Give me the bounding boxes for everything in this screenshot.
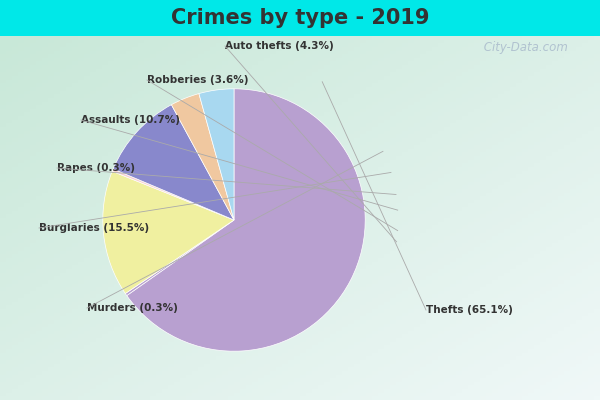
Text: Assaults (10.7%): Assaults (10.7%)	[81, 115, 180, 125]
Wedge shape	[113, 105, 234, 220]
Text: City-Data.com: City-Data.com	[480, 42, 568, 54]
Text: Crimes by type - 2019: Crimes by type - 2019	[171, 8, 429, 28]
Text: Rapes (0.3%): Rapes (0.3%)	[57, 163, 135, 173]
Text: Thefts (65.1%): Thefts (65.1%)	[426, 305, 513, 315]
Wedge shape	[199, 89, 234, 220]
Text: Burglaries (15.5%): Burglaries (15.5%)	[39, 223, 149, 233]
Text: Robberies (3.6%): Robberies (3.6%)	[147, 75, 248, 85]
Text: Murders (0.3%): Murders (0.3%)	[87, 303, 178, 313]
Wedge shape	[125, 220, 234, 296]
Wedge shape	[112, 169, 234, 220]
Wedge shape	[127, 89, 365, 351]
Wedge shape	[103, 171, 234, 294]
Text: Auto thefts (4.3%): Auto thefts (4.3%)	[225, 41, 334, 51]
Wedge shape	[172, 94, 234, 220]
